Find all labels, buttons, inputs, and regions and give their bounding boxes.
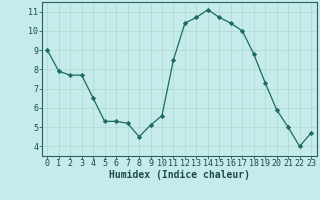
X-axis label: Humidex (Indice chaleur): Humidex (Indice chaleur) [109, 170, 250, 180]
